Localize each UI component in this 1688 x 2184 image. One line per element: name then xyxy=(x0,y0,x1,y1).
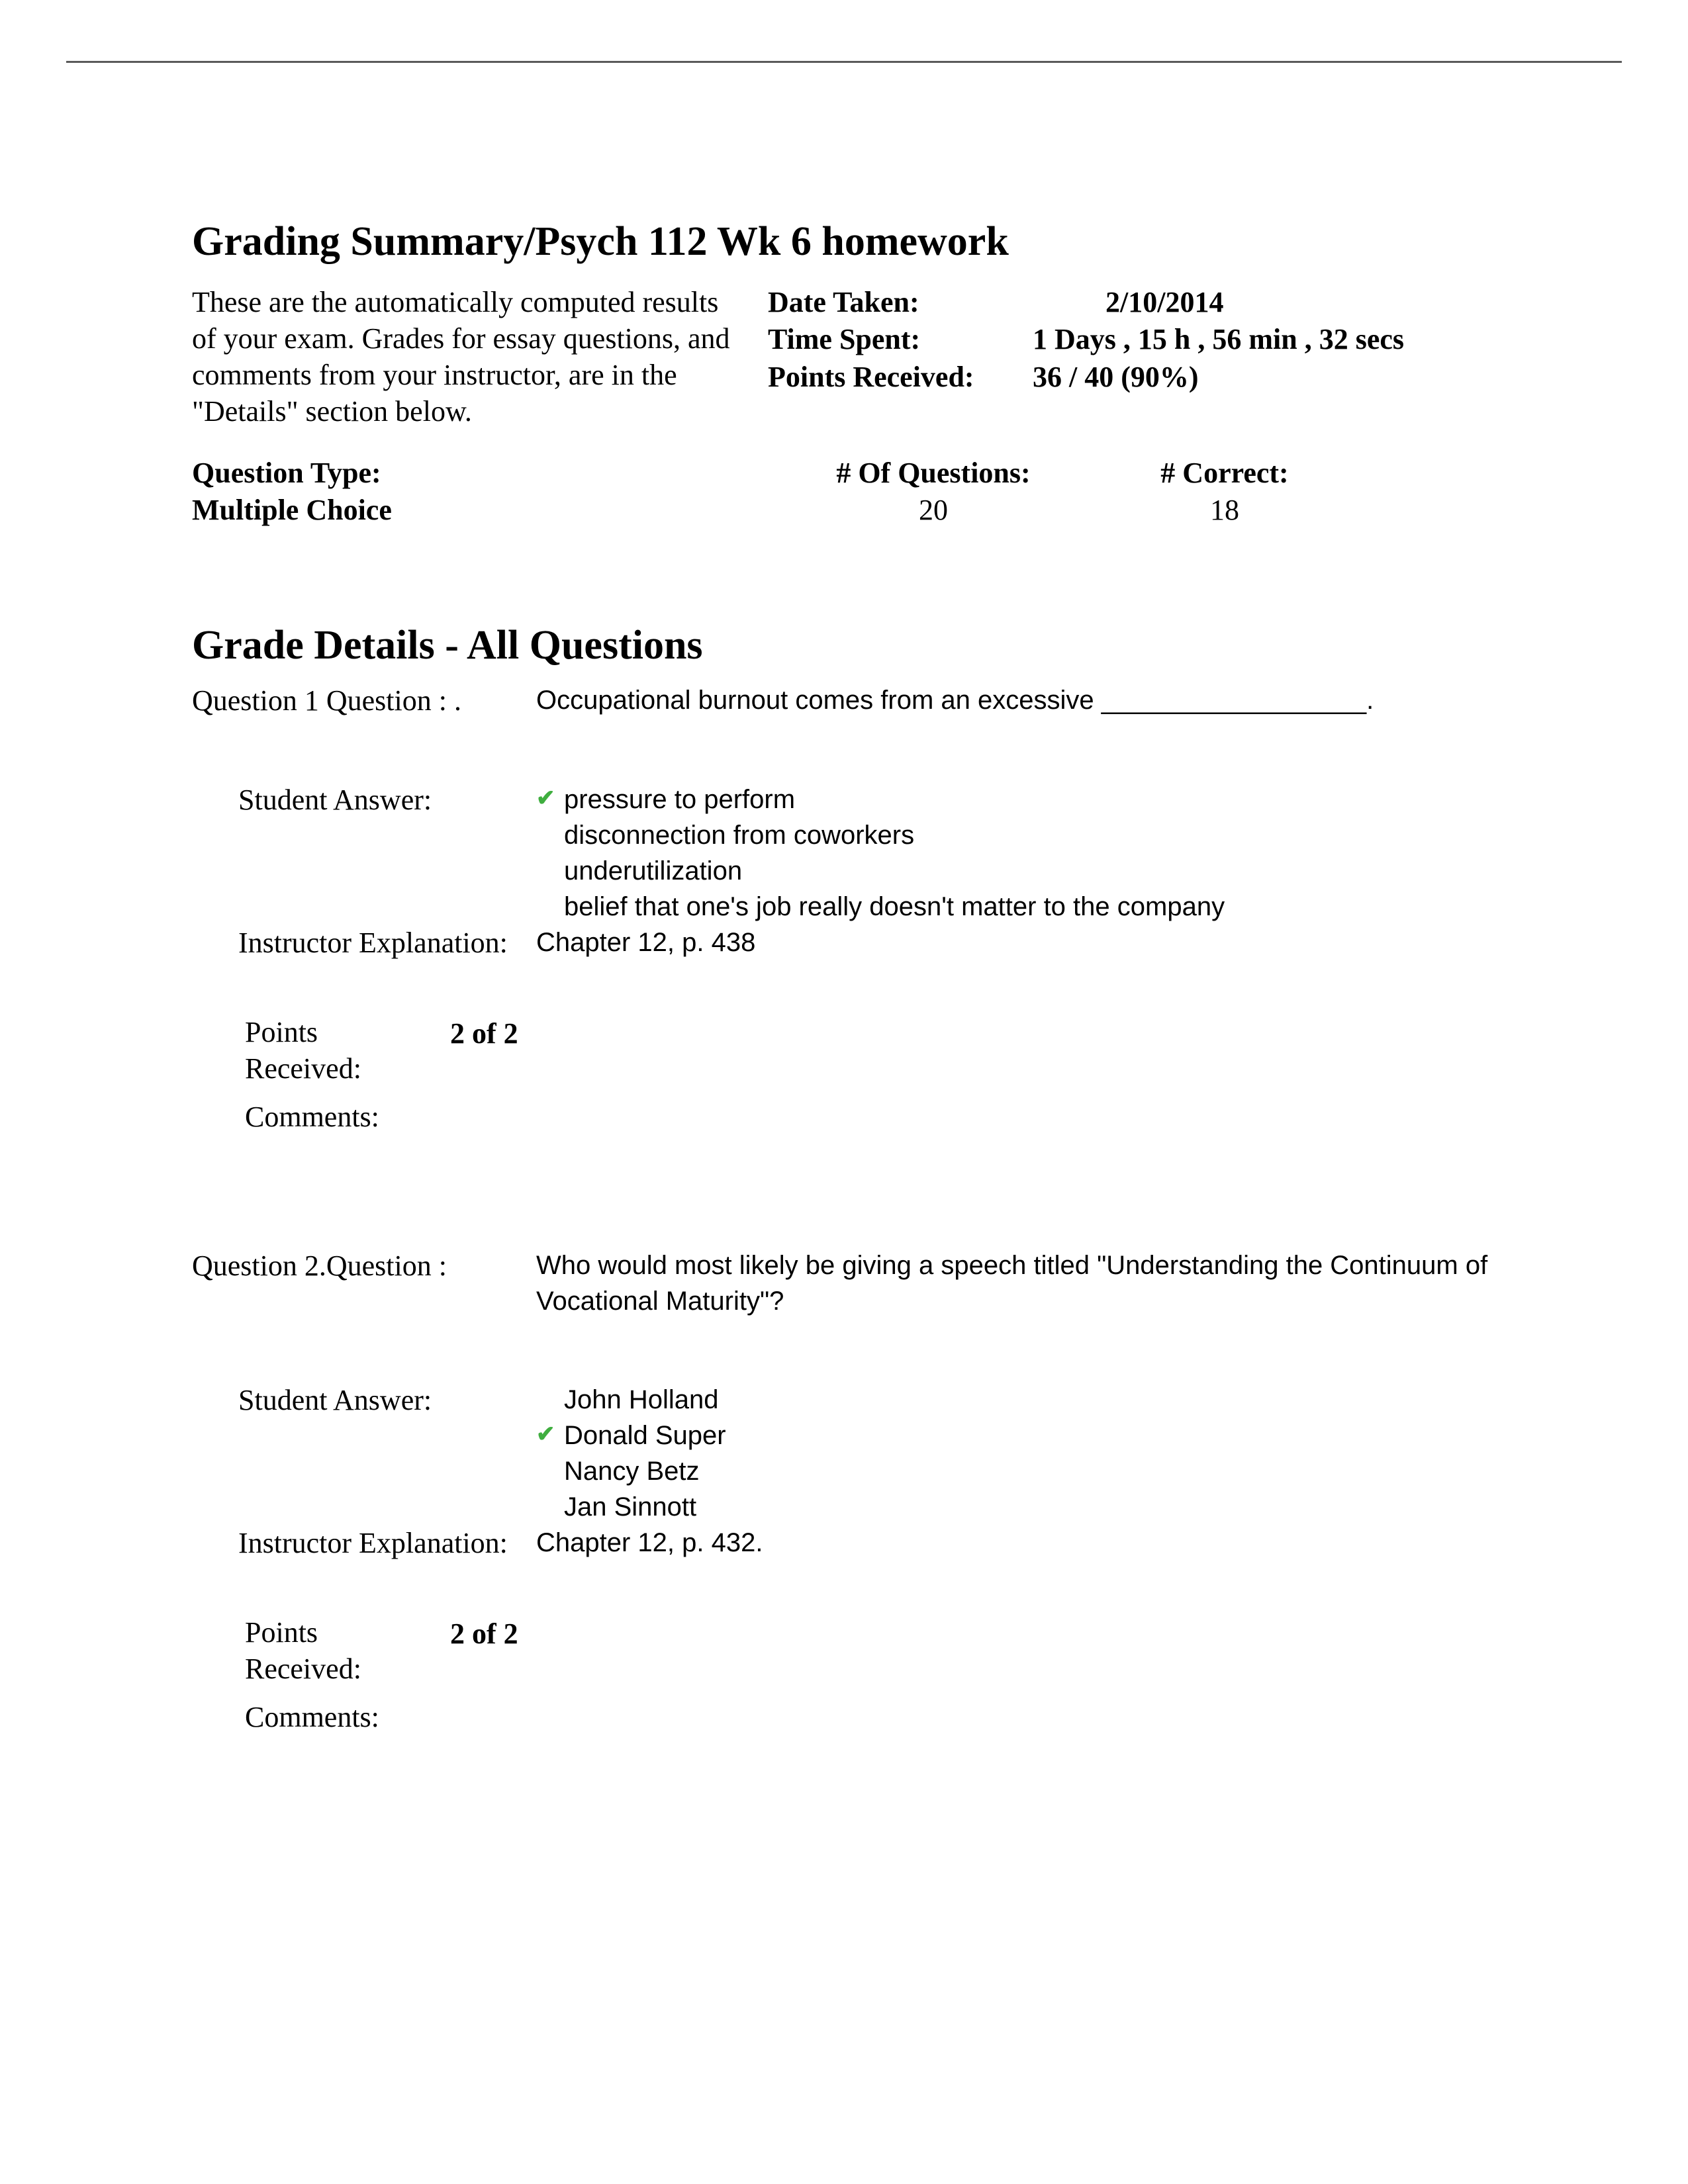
checkmark-icon: ✔ xyxy=(536,1418,564,1451)
summary-intro-text: These are the automatically computed res… xyxy=(192,284,741,430)
question-block: Question 1 Question : .Occupational burn… xyxy=(192,682,1496,1135)
comments-label: Comments: xyxy=(192,1699,450,1735)
question-prompt: Who would most likely be giving a speech… xyxy=(536,1248,1496,1319)
question-type-table: Question Type: Multiple Choice # Of Ques… xyxy=(192,455,1496,529)
points-received-value: 2 of 2 xyxy=(450,1014,1496,1053)
answer-option: John Holland xyxy=(536,1382,1496,1418)
date-taken-label: Date Taken: xyxy=(768,284,1033,321)
time-spent-label: Time Spent: xyxy=(768,321,1033,358)
grade-details-title: Grade Details - All Questions xyxy=(192,622,1496,669)
points-received-value: 36 / 40 (90%) xyxy=(1033,359,1199,396)
question-number-label: Question 2.Question : xyxy=(192,1248,536,1284)
answer-option: disconnection from coworkers xyxy=(536,817,1496,853)
answer-text: disconnection from coworkers xyxy=(564,817,1496,853)
num-correct-value: 18 xyxy=(1099,492,1350,529)
answer-option: belief that one's job really doesn't mat… xyxy=(536,889,1496,925)
questions-container: Question 1 Question : .Occupational burn… xyxy=(192,682,1496,1735)
answer-text: John Holland xyxy=(564,1382,1496,1418)
points-received-value: 2 of 2 xyxy=(450,1614,1496,1653)
num-questions-value: 20 xyxy=(768,492,1099,529)
instructor-explanation-text: Chapter 12, p. 438 xyxy=(536,925,1496,960)
instructor-explanation-text: Chapter 12, p. 432. xyxy=(536,1525,1496,1561)
instructor-explanation-label: Instructor Explanation: xyxy=(192,1525,536,1561)
question-number-label: Question 1 Question : . xyxy=(192,682,536,719)
answer-option: Nancy Betz xyxy=(536,1453,1496,1489)
top-horizontal-rule xyxy=(66,61,1622,63)
time-spent-value: 1 Days , 15 h , 56 min , 32 secs xyxy=(1033,321,1404,358)
date-taken-value: 2/10/2014 xyxy=(1033,284,1223,321)
points-received-label: Points Received: xyxy=(768,359,1033,396)
points-received-label: Points Received: xyxy=(192,1614,450,1687)
answer-option: Jan Sinnott xyxy=(536,1489,1496,1525)
answer-text: pressure to perform xyxy=(564,782,1496,817)
question-block: Question 2.Question :Who would most like… xyxy=(192,1248,1496,1735)
question-type-header: Question Type: xyxy=(192,455,768,492)
answer-text: belief that one's job really doesn't mat… xyxy=(564,889,1496,925)
answer-option: ✔pressure to perform xyxy=(536,782,1496,817)
student-answer-label: Student Answer: xyxy=(192,782,536,818)
points-received-label: Points Received: xyxy=(192,1014,450,1087)
num-correct-header: # Correct: xyxy=(1099,455,1350,492)
question-type-value: Multiple Choice xyxy=(192,492,768,529)
answer-text: Jan Sinnott xyxy=(564,1489,1496,1525)
answer-option: underutilization xyxy=(536,853,1496,889)
checkmark-icon: ✔ xyxy=(536,782,564,815)
grading-summary-title: Grading Summary/Psych 112 Wk 6 homework xyxy=(192,218,1496,265)
student-answer-list: John Holland✔Donald SuperNancy BetzJan S… xyxy=(536,1382,1496,1525)
instructor-explanation-label: Instructor Explanation: xyxy=(192,925,536,961)
answer-text: Donald Super xyxy=(564,1418,1496,1453)
comments-label: Comments: xyxy=(192,1099,450,1135)
summary-row: These are the automatically computed res… xyxy=(192,284,1496,430)
page-content: Grading Summary/Psych 112 Wk 6 homework … xyxy=(192,218,1496,1848)
answer-option: ✔Donald Super xyxy=(536,1418,1496,1453)
answer-text: underutilization xyxy=(564,853,1496,889)
question-prompt: Occupational burnout comes from an exces… xyxy=(536,682,1496,718)
answer-text: Nancy Betz xyxy=(564,1453,1496,1489)
student-answer-label: Student Answer: xyxy=(192,1382,536,1418)
num-questions-header: # Of Questions: xyxy=(768,455,1099,492)
summary-meta: Date Taken: 2/10/2014 Time Spent: 1 Days… xyxy=(768,284,1496,430)
student-answer-list: ✔pressure to performdisconnection from c… xyxy=(536,782,1496,925)
